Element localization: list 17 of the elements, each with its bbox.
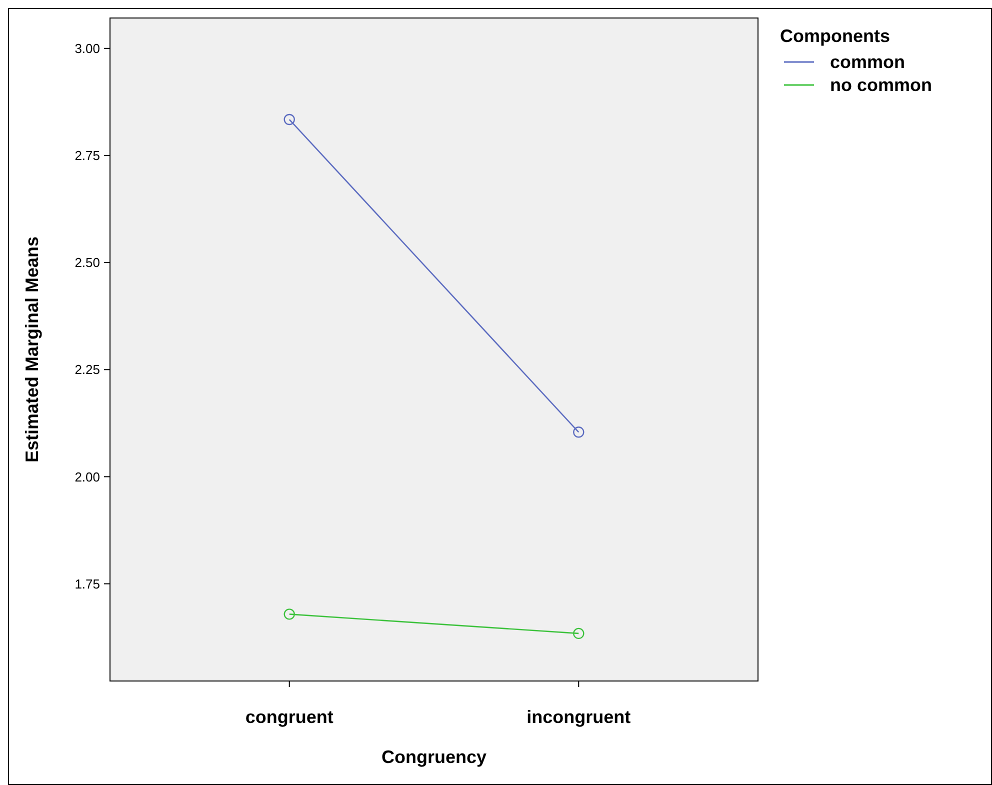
legend-label: common	[830, 52, 906, 72]
y-tick-label: 3.00	[74, 40, 100, 56]
x-tick-label: congruent	[245, 707, 334, 727]
legend-title: Components	[780, 26, 890, 46]
legend-label: no common	[830, 75, 932, 95]
y-tick-label: 2.75	[74, 148, 100, 164]
y-tick-label: 2.50	[74, 255, 100, 270]
y-axis-title: Estimated Marginal Means	[22, 236, 42, 463]
x-axis-title: Congruency	[381, 747, 487, 767]
point	[573, 628, 584, 640]
point	[573, 426, 584, 438]
x-tick-label: incongruent	[526, 707, 631, 727]
y-tick-label: 2.25	[74, 362, 100, 378]
y-tick-label: 1.75	[74, 576, 100, 592]
y-tick-label: 2.00	[74, 469, 100, 484]
point	[284, 114, 295, 126]
point	[284, 608, 295, 620]
